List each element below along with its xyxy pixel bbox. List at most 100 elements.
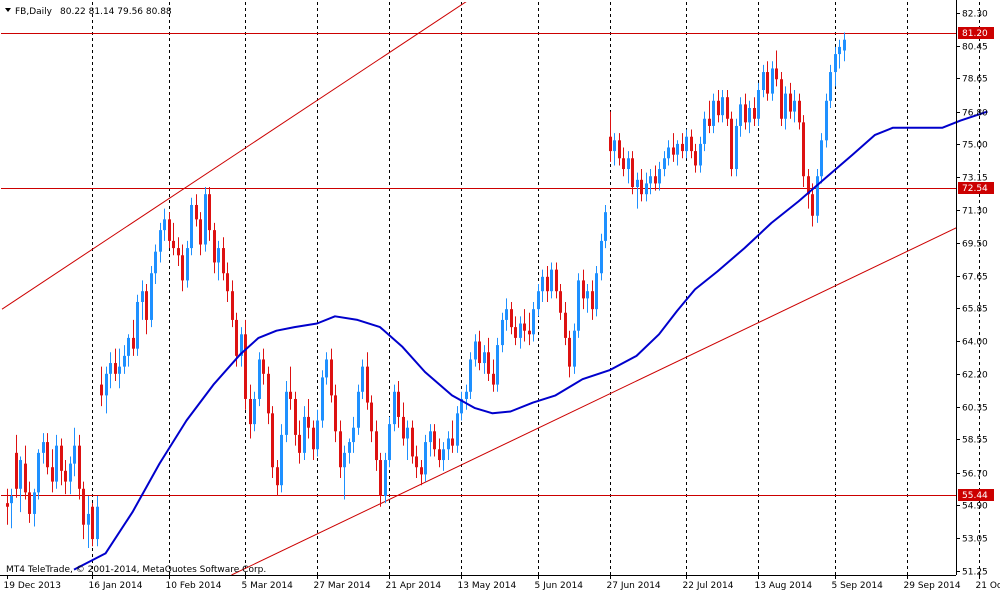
candle-body xyxy=(586,291,589,298)
candle-body xyxy=(253,399,256,424)
candle-body xyxy=(424,442,427,474)
candle-body xyxy=(577,280,580,330)
candle-body xyxy=(276,467,279,485)
candle-body xyxy=(375,431,378,460)
candle-body xyxy=(258,359,261,399)
candle-body xyxy=(280,435,283,485)
candle-body xyxy=(433,431,436,449)
y-tick-label: 54.90 xyxy=(962,502,988,512)
candle xyxy=(136,295,139,356)
candle-body xyxy=(600,241,603,273)
candle-body xyxy=(123,356,126,367)
candle-body xyxy=(555,270,558,292)
candle-body xyxy=(573,331,576,367)
candle-body xyxy=(420,467,423,474)
candle-body xyxy=(213,230,216,262)
candle-body xyxy=(69,464,72,482)
candle-body xyxy=(181,255,184,280)
candle-body xyxy=(604,212,607,241)
candle-body xyxy=(73,446,76,464)
price-badge-label: 72.54 xyxy=(962,184,988,194)
candle-body xyxy=(321,377,324,420)
candle-body xyxy=(325,359,328,377)
candle-body xyxy=(109,363,112,374)
candle-body xyxy=(118,367,121,374)
candle-body xyxy=(406,428,409,439)
candle-body xyxy=(64,471,67,482)
candle xyxy=(37,449,40,499)
y-tick-label: 82.30 xyxy=(962,10,988,20)
candle xyxy=(496,338,499,392)
candle xyxy=(595,266,598,316)
candle-body xyxy=(289,392,292,399)
y-tick-label: 78.65 xyxy=(962,75,988,85)
candle-body xyxy=(609,137,612,151)
candle-body xyxy=(640,180,643,194)
candle-body xyxy=(568,338,571,367)
x-tick-label: 5 Jun 2014 xyxy=(535,581,584,591)
candle-body xyxy=(681,144,684,151)
candle-body xyxy=(357,392,360,428)
candle xyxy=(258,352,261,406)
candle-body xyxy=(658,169,661,183)
candle-body xyxy=(231,291,234,320)
candle-body xyxy=(343,453,346,467)
y-tick-label: 53.05 xyxy=(962,535,988,545)
candle-body xyxy=(546,277,549,291)
candle-body xyxy=(186,248,189,280)
candle-body xyxy=(829,72,832,101)
y-tick-label: 75.00 xyxy=(962,141,988,151)
candle xyxy=(735,119,738,176)
candle-body xyxy=(154,252,157,274)
candle-body xyxy=(474,341,477,359)
x-tick-label: 27 Jun 2014 xyxy=(607,581,661,591)
candle-body xyxy=(757,90,760,119)
candle-body xyxy=(172,241,175,248)
ohlc-values: 80.22 81.14 79.56 80.88 xyxy=(60,7,172,17)
candle-body xyxy=(438,449,441,460)
candle-body xyxy=(388,424,391,460)
candle-body xyxy=(730,119,733,169)
candle-body xyxy=(222,248,225,273)
candle-body xyxy=(766,72,769,94)
candle-body xyxy=(294,399,297,435)
x-tick-label: 29 Sep 2014 xyxy=(904,581,961,591)
x-tick-label: 13 Aug 2014 xyxy=(755,581,813,591)
candle-body xyxy=(145,291,148,320)
candle-body xyxy=(46,442,49,467)
candle-body xyxy=(559,291,562,313)
y-tick-label: 65.85 xyxy=(962,305,988,315)
candle-body xyxy=(136,302,139,349)
x-tick-label: 27 Mar 2014 xyxy=(314,581,371,591)
x-tick-label: 19 Dec 2013 xyxy=(4,581,62,591)
candle-body xyxy=(631,158,634,187)
candle xyxy=(780,72,783,126)
candle-body xyxy=(478,341,481,363)
candle-body xyxy=(834,54,837,72)
candle-body xyxy=(204,194,207,244)
candle-body xyxy=(379,460,382,496)
candle xyxy=(825,94,828,148)
candle-body xyxy=(703,119,706,144)
candle xyxy=(357,385,360,435)
candle-body xyxy=(105,374,108,396)
candle-body xyxy=(663,158,666,169)
candle xyxy=(321,370,324,427)
price-badge-label: 55.44 xyxy=(962,491,988,501)
candle-body xyxy=(82,489,85,525)
candle-body xyxy=(505,309,508,320)
candle-body xyxy=(483,352,486,363)
candle-body xyxy=(739,104,742,126)
candle-body xyxy=(838,47,841,54)
candle-body xyxy=(654,176,657,183)
candle-body xyxy=(24,464,27,493)
candle-body xyxy=(469,359,472,391)
candle-body xyxy=(816,176,819,216)
candle-body xyxy=(114,363,117,374)
candle-body xyxy=(249,399,252,424)
candle-body xyxy=(717,101,720,115)
candle-body xyxy=(271,413,274,467)
candle-body xyxy=(411,428,414,457)
